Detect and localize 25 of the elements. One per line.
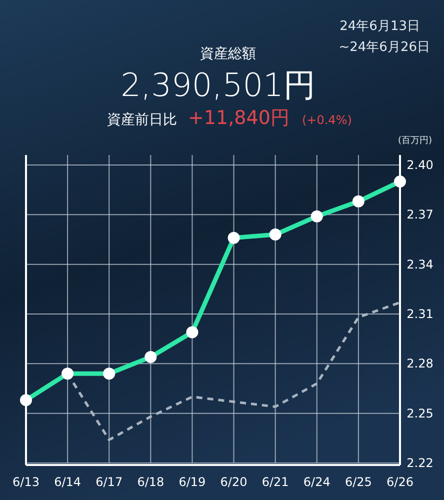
- x-tick-label: 6/25: [344, 475, 372, 489]
- y-axis-title: (百万円): [398, 136, 432, 146]
- x-tick-label: 6/18: [137, 475, 164, 489]
- text: 資産前日比: [107, 112, 177, 128]
- y-tick-label: 2.31: [406, 307, 434, 321]
- x-tick-label: 6/17: [96, 475, 123, 489]
- y-tick-label: 2.37: [406, 208, 434, 222]
- y-tick-label: 2.22: [406, 456, 434, 470]
- x-tick-label: 6/13: [12, 475, 40, 489]
- x-tick-label: 6/26: [386, 475, 414, 489]
- chart-subtitle: 2,390,501円: [120, 66, 316, 104]
- x-tick-label: 6/21: [262, 475, 289, 489]
- chart-title: 資産総額: [200, 46, 256, 62]
- text: (+0.4%): [302, 113, 352, 127]
- text: 24年6月13日: [340, 19, 420, 34]
- text: +11,840円: [188, 107, 290, 129]
- y-tick-label: 2.28: [406, 356, 434, 371]
- x-tick-label: 6/14: [54, 475, 82, 489]
- y-tick-label: 2.40: [406, 158, 434, 172]
- y-tick-label: 2.25: [406, 406, 434, 420]
- x-tick-label: 6/24: [303, 475, 330, 489]
- text: ~24年6月26日: [338, 40, 430, 55]
- y-tick-label: 2.34: [406, 257, 434, 272]
- x-tick-label: 6/20: [220, 475, 248, 489]
- x-tick-label: 6/19: [178, 475, 206, 489]
